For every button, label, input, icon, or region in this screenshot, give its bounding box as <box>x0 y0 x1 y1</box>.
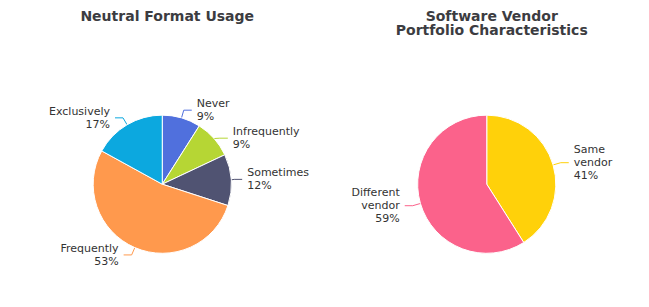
svg-text:Neutral Format Usage: Neutral Format Usage <box>80 8 254 24</box>
svg-text:Frequently: Frequently <box>60 242 119 255</box>
svg-text:Same: Same <box>574 143 605 156</box>
svg-text:41%: 41% <box>574 169 598 182</box>
svg-text:Sometimes: Sometimes <box>247 166 309 179</box>
svg-text:9%: 9% <box>197 110 214 123</box>
svg-text:vendor: vendor <box>574 156 613 169</box>
svg-text:Infrequently: Infrequently <box>233 125 300 138</box>
svg-text:Software Vendor: Software Vendor <box>425 8 558 24</box>
svg-text:Never: Never <box>197 97 230 110</box>
svg-text:vendor: vendor <box>361 199 400 212</box>
svg-text:17%: 17% <box>86 118 110 131</box>
svg-text:Portfolio Characteristics: Portfolio Characteristics <box>396 22 588 38</box>
svg-text:12%: 12% <box>247 179 271 192</box>
svg-text:59%: 59% <box>375 212 399 225</box>
svg-text:Exclusively: Exclusively <box>49 105 110 118</box>
svg-text:53%: 53% <box>94 255 118 268</box>
svg-text:Different: Different <box>352 186 401 199</box>
svg-text:9%: 9% <box>233 138 250 151</box>
